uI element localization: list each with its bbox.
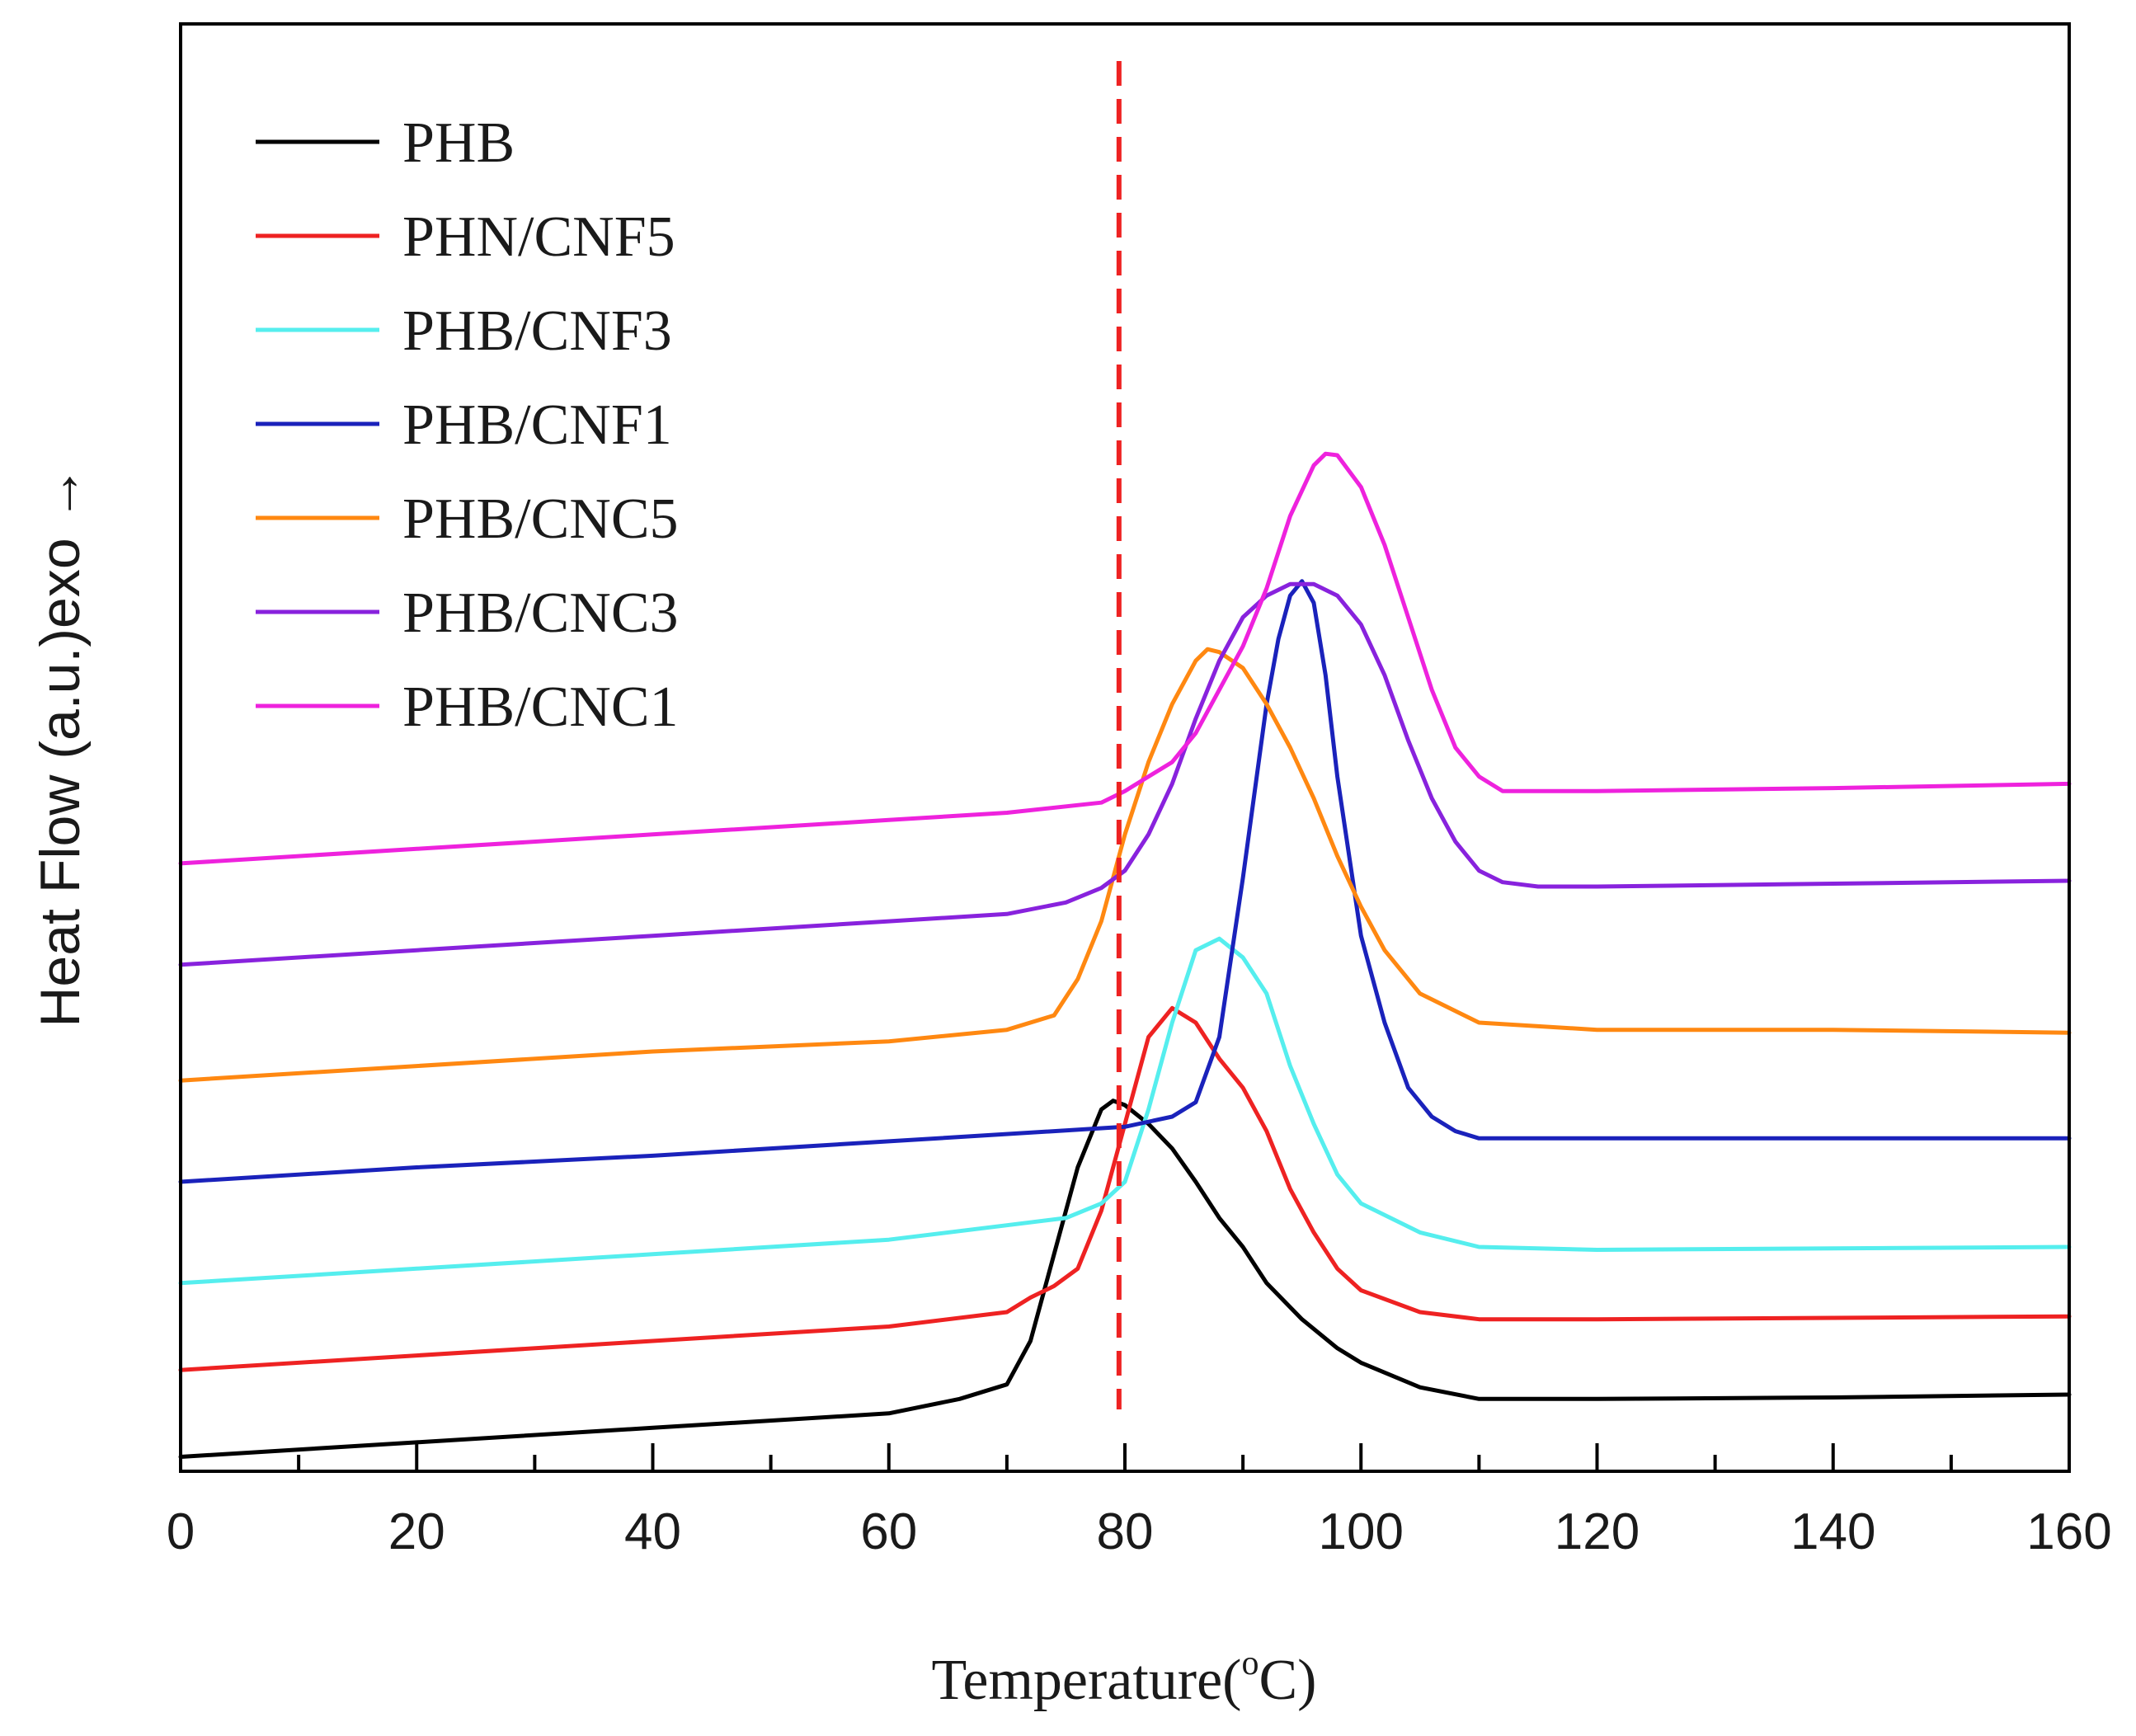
legend-label-phb-cnc3: PHB/CNC3 [402, 581, 679, 645]
legend-label-phn-cnf5: PHN/CNF5 [402, 205, 675, 269]
legend-label-phb-cnf3: PHB/CNF3 [402, 299, 672, 363]
series-line-phb-cnc3 [178, 581, 2072, 967]
series-line-phb-cnc5 [178, 647, 2072, 1083]
x-axis-label-main: Temperature( [932, 1649, 1242, 1712]
x-tick-label: 140 [1790, 1503, 1875, 1560]
legend-label-phb-cnc5: PHB/CNC5 [402, 487, 679, 551]
x-axis-ticks [179, 1443, 2071, 1471]
y-axis-label-group: Heat Flow (a.u.)exo → [29, 465, 92, 1027]
legend-label-phb: PHB [402, 111, 515, 175]
series-line-phb-cnf1 [178, 579, 2072, 1184]
legend-label-phb-cnc1: PHB/CNC1 [402, 675, 679, 739]
y-axis-label-text: Heat Flow (a.u.)exo [29, 538, 92, 1027]
legend-label-phb-cnf1: PHB/CNF1 [402, 393, 672, 457]
x-tick-labels: 0 20 40 60 80 100 120 140 160 [167, 1503, 2112, 1560]
x-tick-label: 20 [388, 1503, 445, 1560]
x-tick-label: 120 [1555, 1503, 1640, 1560]
series-line-phb-cnf3 [178, 936, 2072, 1286]
series-line-phb [178, 1099, 2072, 1459]
x-axis-label: Temperature(oC) [932, 1644, 1317, 1712]
x-tick-label: 100 [1319, 1503, 1404, 1560]
x-axis-label-degree: o [1241, 1644, 1259, 1682]
y-axis-label: Heat Flow (a.u.)exo → [29, 465, 92, 1027]
legend: PHB PHN/CNF5 PHB/CNF3 PHB/CNF1 PHB/CNC5 PHB/C… [256, 111, 679, 739]
x-tick-label: 160 [2026, 1503, 2111, 1560]
series-line-phn-cnf5 [178, 1005, 2072, 1372]
x-axis-label-unit: C) [1259, 1649, 1316, 1712]
x-tick-label: 0 [167, 1503, 195, 1560]
series-line-phb-cnc1 [178, 451, 2072, 866]
plot-lines [178, 451, 2072, 1459]
x-tick-label: 80 [1097, 1503, 1154, 1560]
y-axis-arrow: → [29, 465, 92, 521]
x-tick-label: 60 [860, 1503, 917, 1560]
x-tick-label: 40 [624, 1503, 681, 1560]
